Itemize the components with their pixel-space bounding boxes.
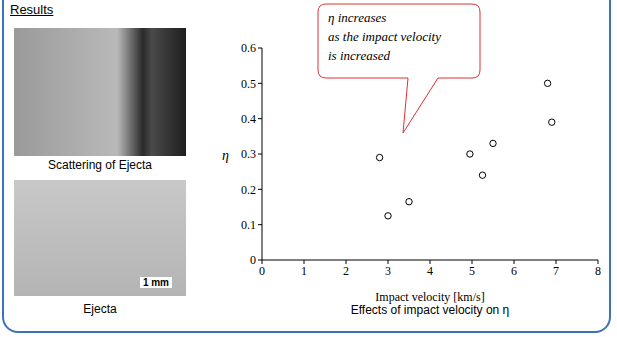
- html-text:as the impact velocity: as the impact velocity: [328, 29, 441, 44]
- svg-text:6: 6: [511, 264, 517, 278]
- html-text:is increased: is increased: [328, 48, 390, 63]
- svg-text:4: 4: [427, 264, 433, 278]
- html-text:η: η: [222, 148, 229, 163]
- svg-text:0.2: 0.2: [241, 183, 256, 197]
- html-text:Ejecta: Ejecta: [83, 302, 117, 316]
- svg-text:3: 3: [385, 264, 391, 278]
- html-text:η increases: η increases: [328, 10, 387, 25]
- svg-text:0.1: 0.1: [241, 218, 256, 232]
- svg-text:8: 8: [595, 264, 601, 278]
- svg-text:1: 1: [301, 264, 307, 278]
- html-text:Scattering of Ejecta: Scattering of Ejecta: [48, 158, 152, 172]
- svg-text:2: 2: [343, 264, 349, 278]
- html-text:Impact velocity [km/s]: Impact velocity [km/s]: [375, 290, 485, 304]
- svg-text:0: 0: [259, 264, 265, 278]
- svg-text:7: 7: [553, 264, 559, 278]
- svg-text:0.6: 0.6: [241, 41, 256, 55]
- svg-text:0: 0: [250, 253, 256, 267]
- svg-text:0.5: 0.5: [241, 77, 256, 91]
- svg-text:0.3: 0.3: [241, 147, 256, 161]
- html-text:Results: Results: [10, 2, 54, 17]
- svg-text:5: 5: [469, 264, 475, 278]
- html-text:1 mm: 1 mm: [142, 277, 169, 288]
- svg-text:0.4: 0.4: [241, 112, 256, 126]
- html-text:Effects of impact velocity on: Effects of impact velocity on η: [350, 303, 510, 317]
